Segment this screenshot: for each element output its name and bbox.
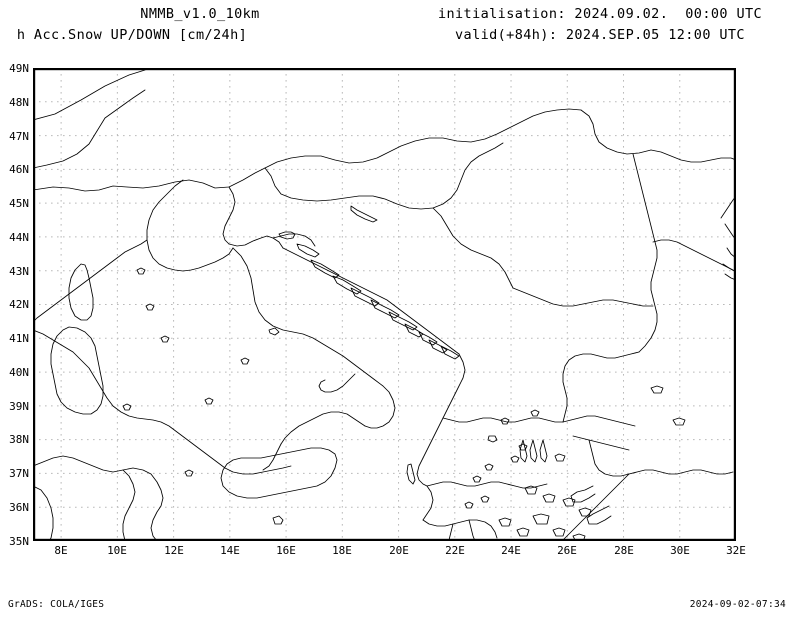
y-tick-label: 37N (9, 467, 29, 480)
x-tick-label: 22E (445, 544, 465, 557)
y-tick-label: 41N (9, 332, 29, 345)
x-tick-label: 8E (54, 544, 68, 557)
x-tick-label: 10E (107, 544, 127, 557)
y-tick-label: 47N (9, 130, 29, 143)
y-tick-label: 40N (9, 366, 29, 379)
x-tick-label: 14E (220, 544, 240, 557)
y-tick-label: 39N (9, 400, 29, 413)
x-tick-label: 30E (670, 544, 690, 557)
y-tick-label: 48N (9, 96, 29, 109)
coastlines-and-borders (33, 68, 736, 541)
y-tick-label: 36N (9, 501, 29, 514)
render-timestamp: 2024-09-02-07:34 (689, 599, 786, 610)
chart-header: NMMB_v1.0_10km h Acc.Snow UP/DOWN [cm/24… (0, 0, 800, 56)
x-tick-label: 28E (614, 544, 634, 557)
y-tick-label: 43N (9, 265, 29, 278)
x-tick-label: 26E (557, 544, 577, 557)
x-tick-label: 20E (389, 544, 409, 557)
map-svg (33, 68, 736, 541)
y-tick-label: 35N (9, 535, 29, 548)
y-tick-label: 46N (9, 163, 29, 176)
y-tick-label: 49N (9, 62, 29, 75)
grads-credit: GrADS: COLA/IGES (8, 599, 105, 610)
grid-lines (33, 68, 736, 541)
model-title: NMMB_v1.0_10km (140, 6, 260, 22)
map-plot-area (33, 68, 736, 541)
x-tick-label: 12E (164, 544, 184, 557)
valid-time: valid(+84h): 2024.SEP.05 12:00 UTC (455, 27, 745, 43)
field-title: h Acc.Snow UP/DOWN [cm/24h] (16, 27, 248, 43)
y-tick-label: 42N (9, 298, 29, 311)
x-tick-label: 24E (501, 544, 521, 557)
x-tick-label: 16E (276, 544, 296, 557)
plot-frame (33, 68, 736, 541)
initialisation-time: initialisation: 2024.09.02. 00:00 UTC (437, 6, 763, 22)
y-tick-label: 38N (9, 433, 29, 446)
x-tick-label: 18E (332, 544, 352, 557)
x-tick-label: 32E (726, 544, 746, 557)
y-tick-label: 44N (9, 231, 29, 244)
y-tick-label: 45N (9, 197, 29, 210)
